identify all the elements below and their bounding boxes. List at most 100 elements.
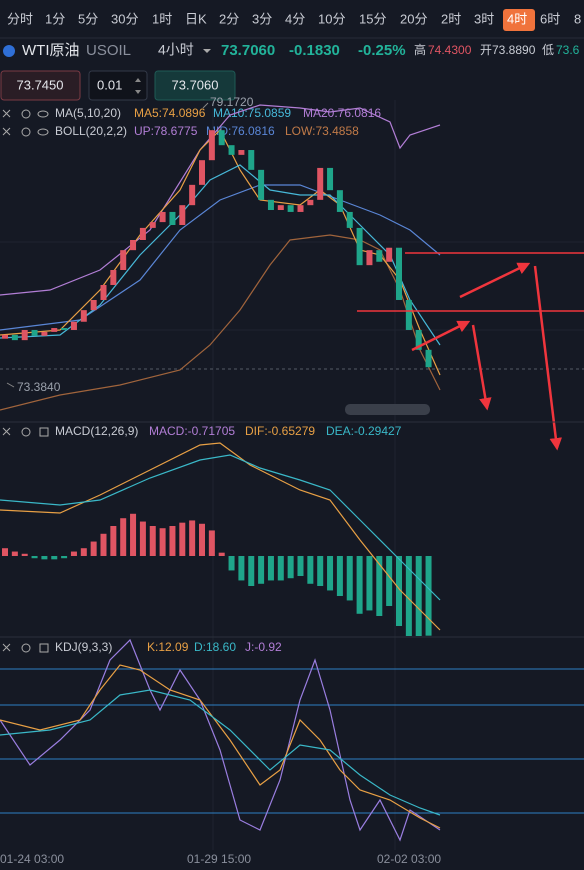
candle (130, 240, 137, 251)
candle (31, 329, 38, 336)
buy-input[interactable] (154, 70, 236, 101)
candle (277, 205, 284, 211)
macd-bar (139, 521, 146, 556)
candle (356, 227, 363, 266)
candle (139, 227, 146, 241)
candle (405, 299, 412, 330)
candle (287, 205, 294, 212)
macd-bar (277, 556, 284, 581)
symbol-name[interactable]: WTI原油 (22, 42, 80, 59)
tab[interactable]: 日K (185, 11, 207, 26)
macd-bar (356, 556, 363, 614)
candle (90, 299, 97, 311)
date-label: 02-02 03:00 (377, 852, 441, 866)
macd-bar (415, 556, 422, 636)
tab[interactable]: 30分 (111, 11, 138, 26)
ma5: MA5:74.0896 (134, 106, 206, 120)
candle (336, 190, 343, 212)
tab[interactable]: 10分 (318, 11, 345, 26)
tab[interactable]: 4时 (507, 11, 527, 26)
candle (169, 211, 176, 226)
tab[interactable]: 分时 (7, 11, 33, 26)
macd-bar (90, 541, 97, 556)
tab[interactable]: 8 (574, 11, 581, 26)
tab[interactable]: 3时 (474, 11, 494, 26)
candle (366, 250, 373, 266)
dropdown-caret (203, 49, 211, 53)
price: 73.7060 (221, 42, 275, 59)
candle (327, 167, 334, 191)
macd-bar (405, 556, 412, 636)
candle (425, 349, 432, 368)
macd-bar (307, 556, 314, 584)
candle (11, 334, 18, 341)
indicator-icons (2, 109, 49, 653)
grid (0, 100, 584, 850)
annotations (357, 252, 584, 451)
candle (100, 284, 107, 300)
tab[interactable]: 1分 (45, 11, 65, 26)
candle (208, 130, 215, 161)
macd-bar (297, 556, 304, 576)
leader (6, 382, 15, 388)
candle (80, 310, 87, 322)
tab[interactable]: 1时 (152, 11, 172, 26)
period[interactable]: 4小时 (158, 42, 194, 58)
tab-bar: 分时 1分 5分 30分 1时 日K 2分 3分 4分 10分 15分 20分 2时 3时 4时 6时 8 (7, 9, 581, 31)
candle (110, 269, 117, 285)
tab[interactable]: 20分 (400, 11, 427, 26)
open: 73.8890 (492, 43, 536, 57)
high-label: 高 (414, 42, 426, 57)
macd-bar (110, 526, 117, 556)
tab[interactable]: 2时 (441, 11, 461, 26)
candle (396, 247, 402, 300)
macd-value: MACD:-0.71705 (149, 424, 235, 438)
macd-bar (267, 556, 274, 581)
low: 73.6 (556, 43, 580, 57)
change: -0.1830 (289, 42, 340, 59)
low-label: 低 (542, 43, 554, 57)
spinner[interactable] (135, 78, 141, 94)
symbol-icon (3, 45, 15, 57)
j-value: J:-0.92 (245, 640, 282, 654)
kdj-name: KDJ(9,3,3) (55, 640, 112, 654)
macd-bar (376, 556, 383, 616)
tab[interactable]: 6时 (540, 11, 560, 26)
tab[interactable]: 5分 (78, 11, 98, 26)
macd-bar (346, 556, 353, 601)
macd-bar (159, 528, 166, 556)
tab[interactable]: 15分 (359, 11, 386, 26)
ma10: MA10:75.0859 (213, 106, 291, 120)
macd-bar (2, 548, 8, 556)
tab[interactable]: 3分 (252, 11, 272, 26)
macd-bar (199, 523, 205, 556)
candle (307, 199, 314, 206)
high-price-label: 79.1720 (210, 95, 254, 109)
macd-bar (425, 556, 432, 636)
macd-bar (287, 556, 294, 579)
macd-bar (189, 520, 196, 556)
lot-input[interactable] (88, 70, 148, 101)
candle (297, 205, 304, 212)
macd-lines (0, 442, 441, 631)
candle (159, 211, 166, 223)
sell-input[interactable] (0, 70, 81, 101)
date-label: 01-29 15:00 (187, 852, 251, 866)
dif-value: DIF:-0.65279 (245, 424, 315, 438)
macd-histogram (2, 513, 432, 636)
macd-bar (169, 526, 176, 556)
macd-bar (41, 556, 48, 560)
leader (202, 102, 209, 109)
macd-bar (51, 556, 58, 560)
tab[interactable]: 4分 (285, 11, 305, 26)
d-value: D:18.60 (194, 640, 236, 654)
candle (120, 250, 127, 270)
tab[interactable]: 2分 (219, 11, 239, 26)
macd-bar (258, 556, 265, 584)
candle (199, 160, 205, 185)
candle (51, 328, 58, 332)
macd-bar (208, 530, 215, 556)
candle (238, 150, 245, 155)
